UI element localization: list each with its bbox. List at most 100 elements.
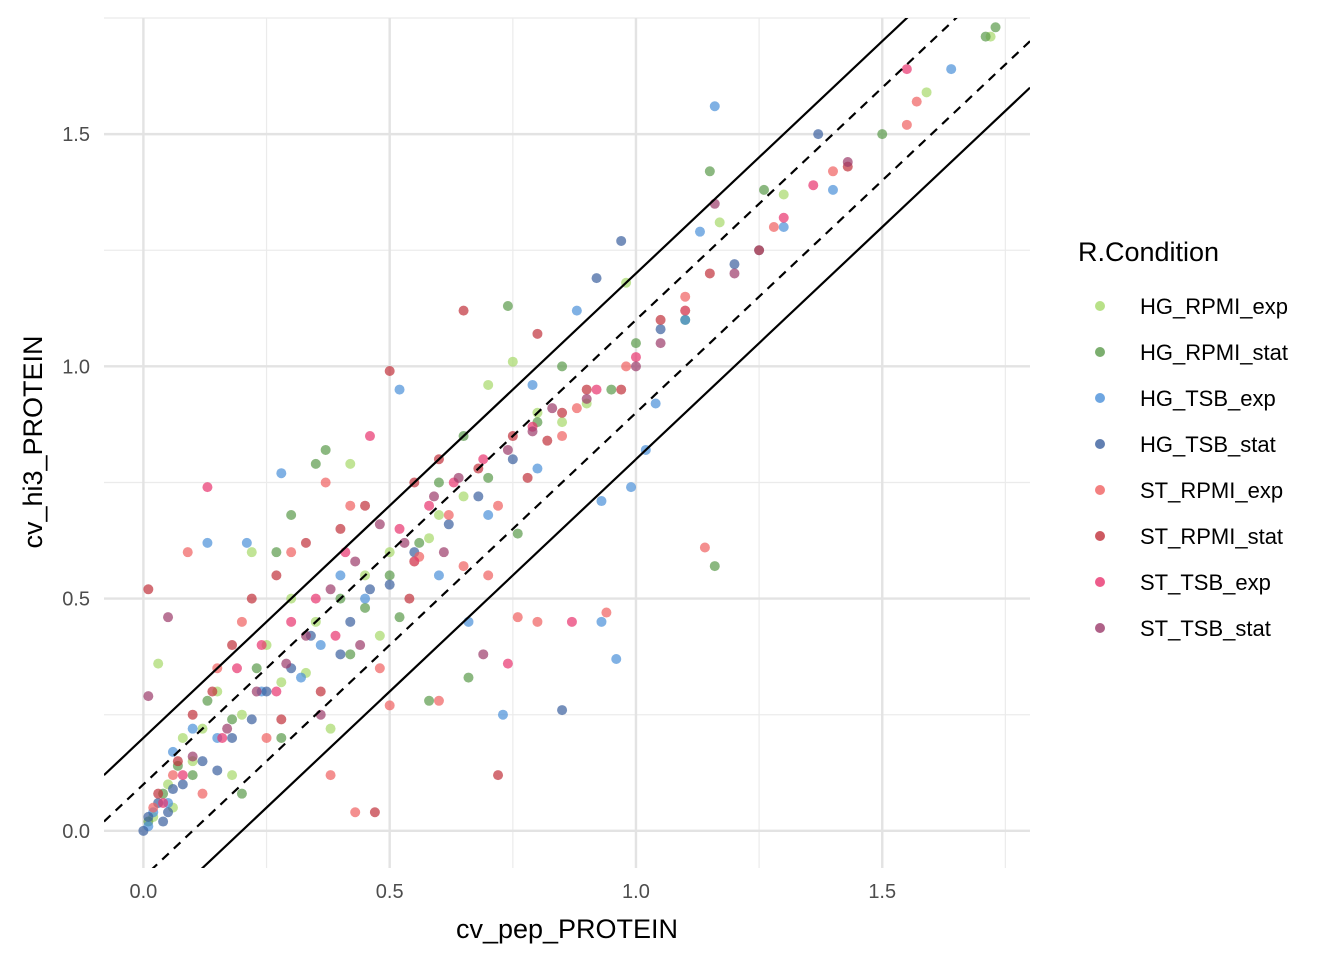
data-point (271, 686, 282, 697)
data-point (261, 732, 272, 743)
data-point (148, 802, 159, 813)
x-tick-label: 0.0 (129, 881, 157, 903)
data-point (827, 184, 838, 195)
data-point (207, 686, 218, 697)
solid-reference-line (200, 86, 1030, 868)
legend: R.Condition HG_RPMI_exp HG_RPMI_stat HG_TS… (1078, 237, 1288, 641)
data-point (621, 361, 632, 372)
data-point (325, 723, 336, 734)
data-point (438, 547, 449, 558)
data-point (596, 496, 607, 507)
data-point (980, 31, 991, 42)
data-point (591, 273, 602, 284)
legend-key (1095, 347, 1105, 357)
legend-key (1095, 577, 1105, 587)
data-point (143, 811, 154, 822)
data-point (202, 537, 213, 548)
data-point (443, 519, 454, 530)
data-point (483, 379, 494, 390)
x-axis-tick-labels: 0.0 0.5 1.0 1.5 (129, 881, 896, 903)
y-tick-label: 1.0 (62, 356, 90, 378)
data-point (320, 477, 331, 488)
y-tick-label: 1.5 (62, 124, 90, 146)
data-point (360, 593, 371, 604)
data-point (557, 417, 568, 428)
data-point (424, 533, 435, 544)
data-point (364, 431, 375, 442)
data-point (463, 672, 474, 683)
data-point (414, 537, 425, 548)
data-point (202, 482, 213, 493)
data-point (315, 686, 326, 697)
data-point (616, 384, 627, 395)
data-point (699, 542, 710, 553)
data-point (877, 129, 888, 140)
data-point (236, 788, 247, 799)
data-point (296, 672, 307, 683)
data-point (650, 398, 661, 409)
data-point (158, 797, 169, 808)
data-point (616, 235, 627, 246)
data-point (424, 695, 435, 706)
data-point (231, 663, 242, 674)
data-point (507, 454, 518, 465)
data-point (212, 765, 223, 776)
data-point (251, 663, 262, 674)
data-point (655, 324, 666, 335)
data-point (478, 649, 489, 660)
data-point (167, 784, 178, 795)
data-point (364, 584, 375, 595)
data-point (458, 491, 469, 502)
data-point (360, 602, 371, 613)
data-point (502, 658, 513, 669)
data-point (350, 556, 361, 567)
data-point (202, 695, 213, 706)
solid-reference-line (104, 18, 909, 776)
data-point (227, 732, 238, 743)
data-point (557, 361, 568, 372)
data-point (167, 770, 178, 781)
data-point (571, 305, 582, 316)
dashed-reference-line (151, 40, 1030, 868)
data-point (655, 338, 666, 349)
data-point (527, 426, 538, 437)
data-point (901, 119, 912, 130)
data-point (187, 751, 198, 762)
data-point (158, 816, 169, 827)
data-point (187, 770, 198, 781)
y-axis-title: cv_hi3_PROTEIN (18, 335, 48, 548)
data-point (300, 537, 311, 548)
data-point (261, 686, 272, 697)
data-point (271, 547, 282, 558)
legend-label: ST_TSB_exp (1140, 570, 1271, 595)
major-gridlines (104, 18, 1030, 868)
data-point (384, 366, 395, 377)
data-point (704, 166, 715, 177)
data-point (246, 547, 257, 558)
legend-key (1095, 623, 1105, 633)
data-point (153, 788, 164, 799)
data-point (532, 328, 543, 339)
data-point (374, 630, 385, 641)
data-point (345, 458, 356, 469)
data-point (458, 561, 469, 572)
data-point (384, 570, 395, 581)
data-point (409, 556, 420, 567)
data-point (143, 584, 154, 595)
data-point (177, 770, 188, 781)
data-point (768, 222, 779, 233)
data-point (187, 709, 198, 720)
data-point (581, 384, 592, 395)
data-point (177, 732, 188, 743)
data-point (394, 523, 405, 534)
data-point (236, 616, 247, 627)
legend-key (1095, 485, 1105, 495)
data-point (532, 463, 543, 474)
data-point (630, 338, 641, 349)
data-point (512, 612, 523, 623)
data-point (709, 101, 720, 112)
data-point (143, 691, 154, 702)
data-point (778, 222, 789, 233)
data-point (522, 472, 533, 483)
data-point (276, 714, 287, 725)
